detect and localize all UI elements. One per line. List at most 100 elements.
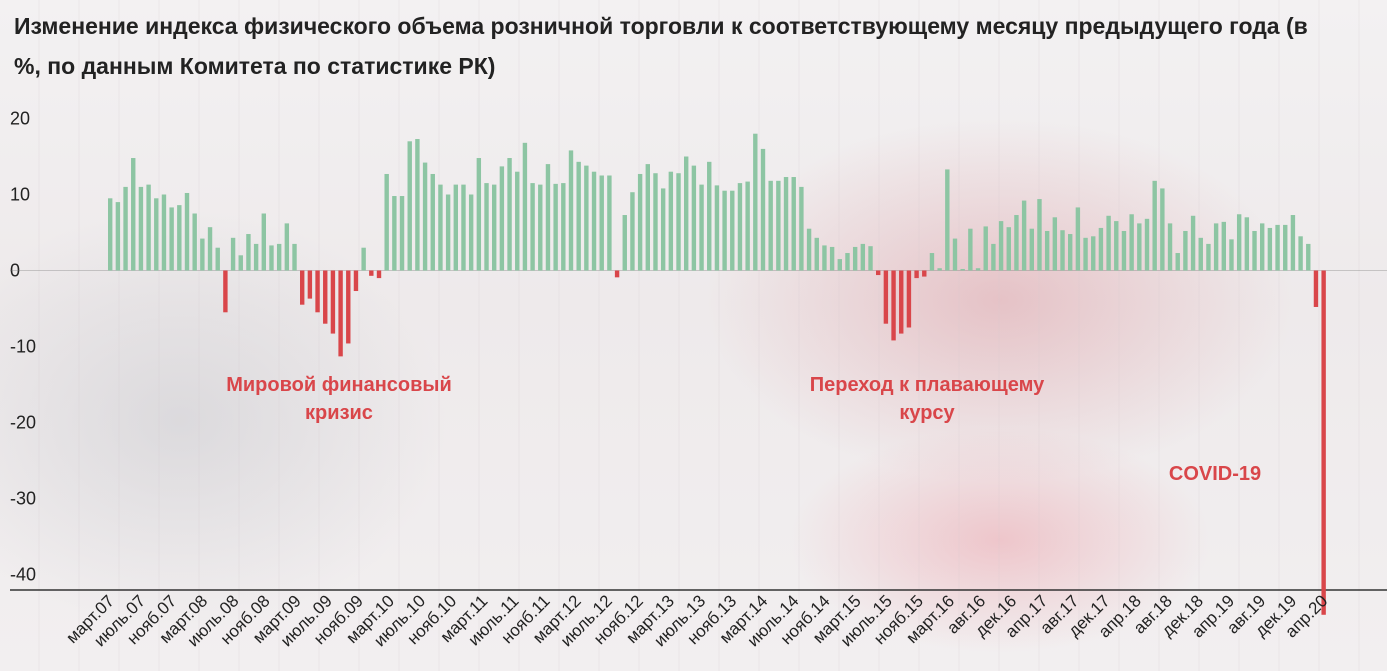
bar [829, 246, 835, 271]
bar [1098, 227, 1104, 271]
bar [269, 245, 274, 271]
bar [1190, 215, 1196, 271]
bar [1275, 224, 1280, 271]
bar [653, 173, 658, 271]
bar [707, 161, 712, 271]
bar [1175, 253, 1180, 271]
bar [1160, 188, 1165, 271]
bar [476, 158, 482, 271]
bar [453, 184, 458, 271]
bar [1037, 199, 1042, 271]
bar [1306, 243, 1311, 271]
bar [1060, 230, 1065, 271]
bar [1229, 239, 1234, 271]
bar [968, 228, 973, 271]
bar [177, 205, 182, 271]
bar [760, 148, 766, 271]
bar [261, 213, 266, 271]
bar [645, 164, 650, 271]
bar [1252, 230, 1257, 271]
bar [814, 237, 819, 271]
bar [1183, 230, 1188, 271]
bar [929, 253, 935, 271]
bar [684, 156, 689, 271]
bar [530, 183, 535, 271]
bar [115, 202, 121, 271]
annotation-covid: COVID-19 [1169, 463, 1261, 485]
bar [614, 270, 620, 278]
bar [799, 186, 804, 271]
bar [1221, 221, 1226, 271]
bar [714, 185, 720, 271]
bar [438, 184, 443, 271]
bar [914, 270, 919, 279]
bar [561, 183, 566, 271]
bar [507, 158, 512, 271]
annotation-float: курсу [899, 402, 955, 424]
annotation-crisis: кризис [305, 402, 373, 424]
bar [553, 183, 558, 271]
y-tick-label: -20 [10, 413, 36, 433]
y-axis-ticks: 20 10 0 -10 -20 -30 -40 [10, 109, 36, 585]
bar [330, 270, 336, 334]
bar [399, 196, 405, 271]
bar [906, 270, 912, 328]
bar [822, 245, 827, 271]
bar [538, 184, 543, 271]
bar [522, 142, 528, 271]
bar [776, 180, 781, 271]
bar [745, 181, 750, 271]
bar [783, 177, 789, 271]
bar [131, 158, 136, 271]
bar [806, 228, 812, 271]
chart-title: Изменение индекса физического объема роз… [14, 13, 1308, 79]
annotations-group: Мировой финансовый кризис Переход к плаваю… [226, 374, 1261, 485]
bar [361, 247, 366, 271]
bar [1052, 217, 1058, 271]
bar [630, 192, 635, 271]
bar [922, 270, 927, 277]
bar [599, 175, 604, 271]
bar [591, 171, 597, 271]
bar [376, 270, 382, 279]
bar [891, 270, 896, 341]
y-tick-label: 0 [10, 261, 20, 281]
bar [975, 268, 981, 271]
bar [1137, 223, 1142, 271]
bar [200, 238, 205, 271]
bar [983, 226, 988, 271]
bar [852, 246, 858, 271]
bar [138, 186, 144, 271]
bar [422, 162, 428, 271]
bar [484, 183, 489, 271]
bar [676, 173, 681, 271]
bar [515, 171, 520, 271]
bar [1298, 236, 1303, 271]
bar [845, 253, 850, 271]
bar [952, 238, 958, 271]
bar [445, 194, 451, 271]
bar [246, 234, 251, 271]
bar [584, 165, 589, 271]
annotation-float: Переход к плавающему [810, 374, 1045, 396]
bar [1213, 223, 1219, 271]
bar [1206, 243, 1211, 271]
bar [576, 161, 581, 271]
bar [1083, 237, 1088, 271]
bar [791, 177, 796, 271]
bar [492, 184, 497, 271]
bar [123, 186, 128, 271]
y-tick-label: -30 [10, 489, 36, 509]
bar [146, 184, 151, 271]
bar [108, 198, 113, 271]
bar [300, 270, 305, 305]
y-tick-label: 20 [10, 109, 30, 129]
bar [307, 270, 313, 299]
y-tick-label: -40 [10, 565, 36, 585]
bar [1114, 221, 1119, 271]
bar [284, 223, 290, 271]
bar [253, 243, 259, 271]
bar [346, 270, 351, 344]
